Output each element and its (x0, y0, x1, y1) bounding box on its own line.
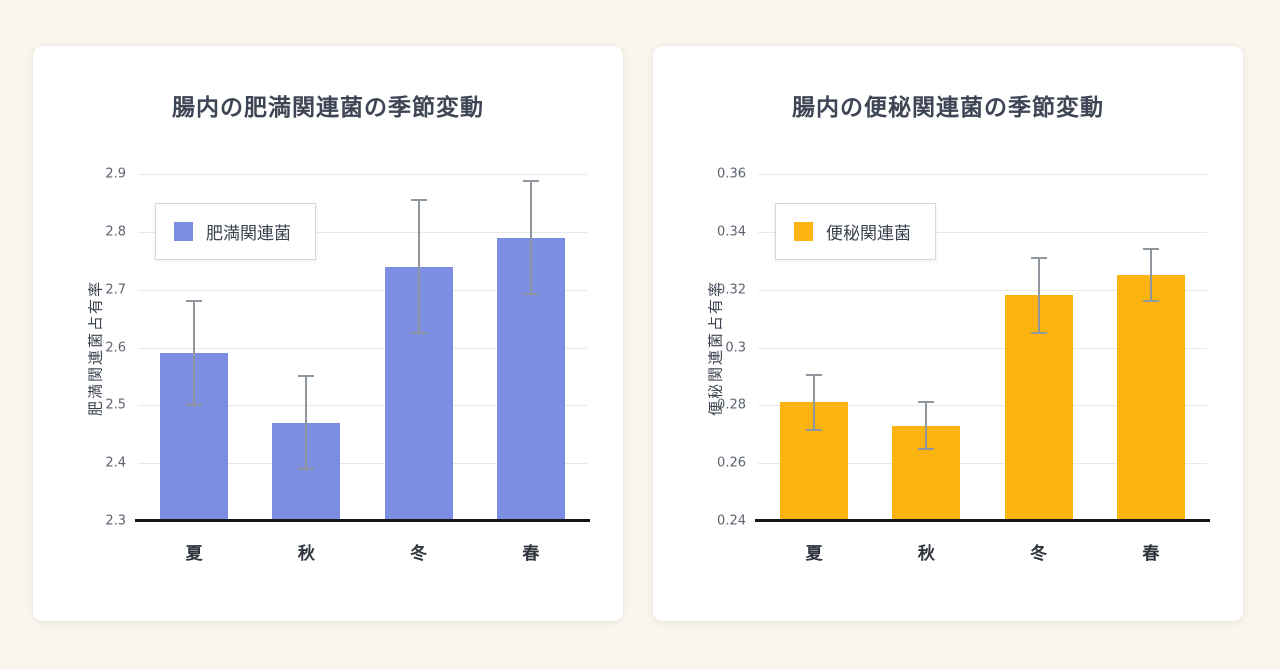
error-bar-cap-top (806, 373, 823, 376)
y-tick-label: 2.6 (105, 340, 126, 355)
legend-label: 肥満関連菌 (206, 224, 291, 244)
error-bar-cap-bottom (1030, 332, 1047, 335)
y-tick-label: 0.32 (717, 282, 746, 298)
y-tick-label: 0.24 (717, 513, 746, 529)
legend: 便秘関連菌 (775, 203, 936, 260)
y-tick-label: 2.5 (105, 397, 126, 413)
y-tick-label: 0.3 (725, 340, 746, 355)
error-bar-cap-top (298, 375, 315, 378)
x-axis-line (755, 519, 1210, 522)
y-gridline (138, 231, 587, 233)
x-tick-label: 冬 (410, 544, 428, 564)
y-tick-label: 0.36 (717, 166, 746, 182)
y-gridline (758, 174, 1207, 175)
error-bar-cap-top (1030, 256, 1047, 259)
error-bar-cap-bottom (410, 332, 427, 335)
error-bar-cap-bottom (186, 404, 203, 407)
y-gridline (758, 347, 1207, 349)
legend: 肥満関連菌 (155, 203, 316, 260)
error-bar (529, 180, 532, 295)
legend-label: 便秘関連菌 (826, 224, 911, 244)
chart-title: 腸内の便秘関連菌の季節変動 (792, 95, 1104, 121)
plot-area: 便秘関連菌 0.24 0.26 0.28 0.3 0.32 0.34 0.36 夏 秋 冬 春 (717, 167, 1210, 564)
x-tick-label: 秋 (917, 544, 935, 564)
y-gridline (758, 463, 1207, 465)
chart-card-constipation-bacteria: 腸内の便秘関連菌の季節変動 便秘関連菌占有率 便秘関連菌 0.24 0.26 0.2… (652, 45, 1244, 622)
bar-春 (1116, 275, 1185, 521)
y-axis-label: 肥満関連菌占有率 (86, 279, 105, 417)
y-gridline (758, 289, 1207, 291)
x-tick-label: 冬 (1030, 544, 1048, 564)
y-gridline (758, 405, 1207, 407)
legend-swatch (174, 222, 193, 241)
plot-area: 肥満関連菌 2.3 2.4 2.5 2.6 2.7 2.8 2.9 夏 秋 冬 春 (105, 167, 590, 564)
y-gridline (138, 463, 587, 465)
error-bar (925, 402, 928, 449)
x-tick-label: 夏 (185, 544, 203, 564)
y-tick-label: 2.4 (105, 455, 126, 471)
error-bar-cap-top (522, 179, 539, 182)
error-bar-cap-top (410, 199, 427, 202)
y-axis-label: 便秘関連菌占有率 (706, 279, 725, 417)
x-tick-label: 夏 (805, 544, 823, 564)
y-gridline (138, 289, 587, 291)
x-tick-label: 秋 (297, 544, 315, 564)
y-tick-label: 2.8 (105, 224, 126, 240)
error-bar (1149, 249, 1152, 302)
legend-swatch (794, 222, 813, 241)
y-tick-label: 2.3 (105, 513, 126, 529)
y-tick-label: 0.28 (717, 397, 746, 413)
error-bar-cap-bottom (918, 447, 935, 450)
error-bar-cap-top (918, 401, 935, 404)
y-gridline (138, 405, 587, 407)
error-bar (417, 200, 420, 334)
y-gridline (138, 347, 587, 349)
error-bar-cap-bottom (522, 293, 539, 296)
x-axis-line (135, 519, 590, 522)
y-tick-label: 0.34 (717, 224, 746, 240)
error-bar-cap-top (1142, 248, 1159, 251)
x-tick-label: 春 (522, 544, 540, 564)
chart-title: 腸内の肥満関連菌の季節変動 (172, 95, 484, 121)
error-bar-cap-bottom (806, 428, 823, 431)
y-gridline (138, 174, 587, 175)
error-bar (813, 374, 816, 430)
y-tick-label: 2.9 (105, 166, 126, 182)
chart-card-obesity-bacteria: 腸内の肥満関連菌の季節変動 肥満関連菌占有率 肥満関連菌 2.3 2.4 2.5 2.… (32, 45, 624, 622)
x-tick-label: 春 (1142, 544, 1160, 564)
y-gridline (758, 231, 1207, 233)
y-tick-label: 0.26 (717, 455, 746, 471)
error-bar (305, 376, 308, 469)
error-bar (1037, 257, 1040, 334)
error-bar (193, 301, 196, 406)
error-bar-cap-bottom (1142, 300, 1159, 303)
error-bar-cap-bottom (298, 467, 315, 470)
error-bar-cap-top (186, 300, 203, 303)
y-tick-label: 2.7 (105, 282, 126, 298)
